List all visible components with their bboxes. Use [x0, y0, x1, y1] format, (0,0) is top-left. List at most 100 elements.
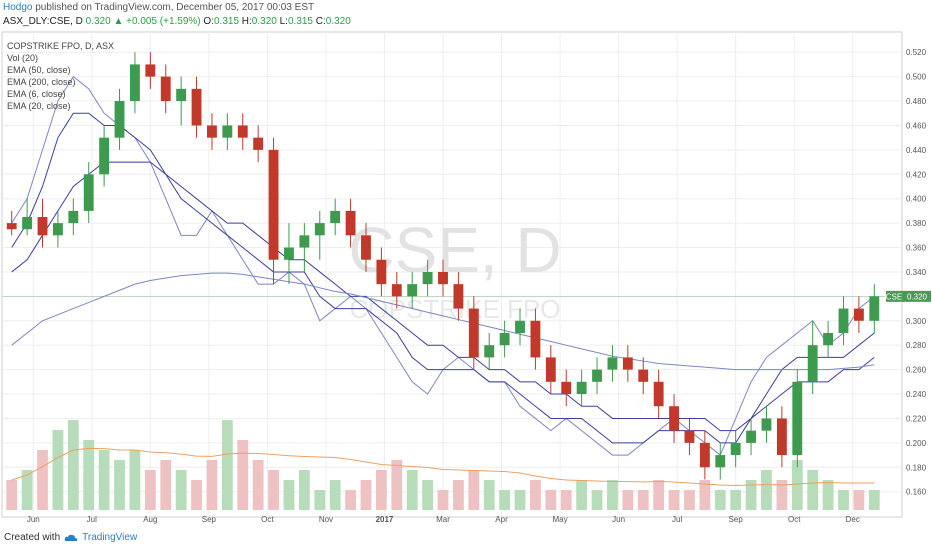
y-tick-label: 0.420 [906, 170, 927, 179]
x-tick-label: Oct [788, 515, 801, 524]
candle-body [776, 418, 787, 456]
volume-bar [530, 480, 541, 510]
legend-title: COPSTRIKE FPO, D, ASX [7, 41, 115, 51]
footer-brand[interactable]: TradingView [82, 532, 138, 543]
volume-bar [52, 430, 64, 510]
volume-bar [175, 470, 187, 510]
volume-bar [329, 480, 341, 510]
volume-bar [375, 470, 387, 510]
legend-ema50[interactable]: EMA (50, close) [7, 65, 71, 75]
volume-bar [699, 480, 711, 510]
legend-ema6[interactable]: EMA (6, close) [7, 89, 66, 99]
price-tag-value-bg [903, 290, 931, 302]
volume-bar [160, 460, 172, 510]
candle-body [561, 381, 572, 395]
y-axis: 0.160 0.180 0.200 0.220 0.240 0.260 0.280 0.300… [906, 48, 927, 496]
volume-bar [298, 470, 310, 510]
candle-body [669, 406, 679, 431]
candle-body [838, 308, 849, 333]
volume-bar [853, 490, 865, 510]
candle-body [83, 174, 94, 211]
volume-bar [468, 470, 480, 510]
y-tick-label: 0.240 [906, 390, 927, 399]
candle-body [299, 235, 310, 248]
last-price: 0.320 [85, 16, 111, 27]
candle-body [869, 296, 880, 321]
volume-bar [114, 460, 125, 510]
volume-bar [437, 490, 449, 510]
low-value: 0.315 [287, 16, 313, 27]
y-tick-label: 0.220 [906, 414, 927, 423]
x-tick-label: Dec [846, 515, 860, 524]
y-tick-label: 0.260 [906, 366, 927, 375]
candle-body [391, 284, 402, 297]
candle-body [52, 223, 63, 236]
candle-body [715, 455, 726, 468]
volume-bar [83, 440, 95, 510]
volume-bar [221, 420, 233, 510]
publish-text: published on TradingView.com, December 0… [32, 2, 315, 13]
y-tick-label: 0.180 [906, 463, 927, 472]
volume-bar [268, 470, 279, 510]
volume-bar [422, 480, 433, 510]
candle-body [638, 369, 649, 382]
candle-body [222, 125, 233, 138]
y-tick-label: 0.440 [906, 146, 927, 155]
candle-body [237, 125, 248, 138]
legend-ema20[interactable]: EMA (20, close) [7, 101, 71, 111]
candle-body [253, 137, 264, 150]
volume-bar [745, 480, 757, 510]
candle-body [438, 271, 448, 285]
candle-body [730, 442, 741, 456]
volume-bar [761, 470, 772, 510]
y-tick-label: 0.200 [906, 439, 927, 448]
y-tick-label: 0.300 [906, 317, 927, 326]
y-tick-label: 0.460 [906, 121, 927, 130]
tradingview-cloud-icon [64, 534, 78, 541]
volume-bar [591, 490, 603, 510]
volume-bar [776, 480, 788, 510]
volume-bar [668, 490, 680, 510]
volume-bar [206, 460, 218, 510]
legend-ema200[interactable]: EMA (200, close) [7, 77, 76, 87]
candle-body [130, 64, 140, 102]
symbol-label: ASX_DLY:CSE, D [3, 16, 83, 27]
legend-vol[interactable]: Vol (20) [7, 53, 39, 63]
volume-bar [622, 490, 634, 510]
candle-body [268, 149, 279, 260]
candle-body [761, 418, 772, 431]
x-tick-label: 2017 [376, 515, 394, 524]
candle-body [684, 430, 695, 443]
candle-body [807, 345, 818, 382]
volume-bar [237, 440, 249, 510]
footer: Created with TradingView [4, 532, 137, 543]
volume-bar [868, 490, 880, 510]
candle-body [314, 223, 325, 236]
author-link[interactable]: Hodgo [3, 2, 33, 13]
close-value: 0.320 [325, 16, 351, 27]
price-tag-symbol-bg [886, 290, 903, 302]
open-value: 0.315 [213, 16, 240, 27]
volume-bar [807, 470, 819, 510]
volume-bar [6, 480, 18, 510]
candle-body [22, 217, 33, 230]
volume-bars [6, 420, 880, 510]
footer-created: Created with [4, 532, 61, 543]
ema-lines [11, 75, 875, 456]
volume-bar [453, 480, 464, 510]
y-tick-label: 0.280 [906, 341, 927, 350]
candle-body [37, 217, 48, 236]
candle-body [515, 320, 525, 333]
volume-bar [37, 450, 48, 510]
high-value: 0.320 [251, 16, 277, 27]
y-tick-label: 0.340 [906, 268, 927, 277]
volume-bar [252, 460, 264, 510]
x-tick-label: Jun [612, 515, 625, 524]
volume-bar [653, 480, 665, 510]
volume-bar [283, 480, 295, 510]
ohlc-bar: ASX_DLY:CSE, D 0.320 ▲ +0.005 (+1.59%) O… [3, 16, 351, 27]
candle-body [160, 76, 171, 102]
candle-body [453, 284, 464, 309]
volume-bar [314, 490, 326, 510]
